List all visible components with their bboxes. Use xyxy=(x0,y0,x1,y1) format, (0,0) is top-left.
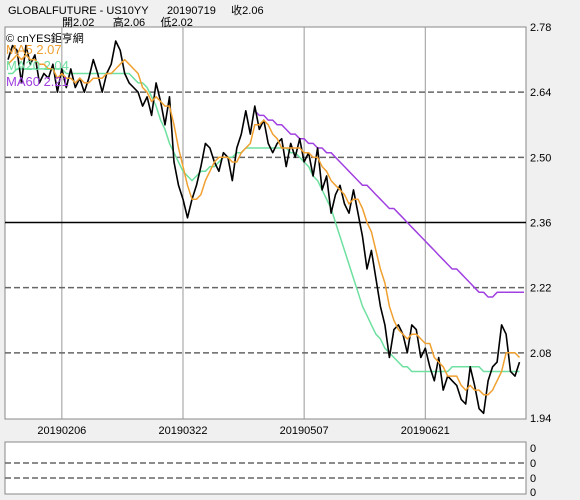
sub-panel-area xyxy=(4,441,527,495)
header-line-2: 開2.02 高2.06 低2.02 xyxy=(62,14,193,30)
x-tick-label: 20190206 xyxy=(37,425,86,437)
x-tick-label: 20190322 xyxy=(159,425,208,437)
y-tick-label: 2.08 xyxy=(530,348,551,360)
legend-ma20: MA20 2.04 xyxy=(6,58,69,73)
x-tick-label: 20190621 xyxy=(401,425,450,437)
high-price: 高2.06 xyxy=(112,17,146,29)
y-tick-label: 1.94 xyxy=(530,413,551,425)
sub-panel-y-label: 0 xyxy=(530,487,536,499)
close-price: 收2.06 xyxy=(231,5,264,17)
sub-panel-y-labels: 0 0 0 0 xyxy=(530,443,536,499)
y-tick-label: 2.64 xyxy=(530,87,551,99)
series-lines xyxy=(7,40,524,415)
sub-panel-y-label: 0 xyxy=(530,473,536,485)
sub-panel-gridlines xyxy=(5,462,526,479)
y-axis-labels: 1.94 2.08 2.22 2.36 2.50 2.64 2.78 xyxy=(530,22,551,425)
legend-ma60: MA60 2.21 xyxy=(6,74,69,89)
y-tick-label: 2.36 xyxy=(530,218,551,230)
legend-ma5: MA5 2.07 xyxy=(6,42,62,57)
x-tick-label: 20190507 xyxy=(280,425,329,437)
sub-panel-y-label: 0 xyxy=(530,458,536,470)
source-label: © cnYES鉅亨網 xyxy=(6,33,84,45)
y-tick-label: 2.50 xyxy=(530,152,551,164)
open-price: 開2.02 xyxy=(62,17,95,29)
horizontal-gridlines xyxy=(5,91,526,354)
y-tick-label: 2.78 xyxy=(530,22,551,34)
y-tick-label: 2.22 xyxy=(530,283,551,295)
series-line-ma20 xyxy=(8,68,520,373)
header-line-1: GLOBALFUTURE - US10YY 20190719 收2.06 xyxy=(8,2,264,18)
x-axis-labels: 20190206 20190322 20190507 20190621 xyxy=(37,425,449,437)
instrument-name: GLOBALFUTURE - US10YY xyxy=(8,5,149,17)
quote-date: 20190719 xyxy=(166,5,216,17)
sub-panel-y-label: 0 xyxy=(530,443,536,455)
low-price: 低2.02 xyxy=(160,17,193,29)
series-line-ma5 xyxy=(7,54,521,396)
